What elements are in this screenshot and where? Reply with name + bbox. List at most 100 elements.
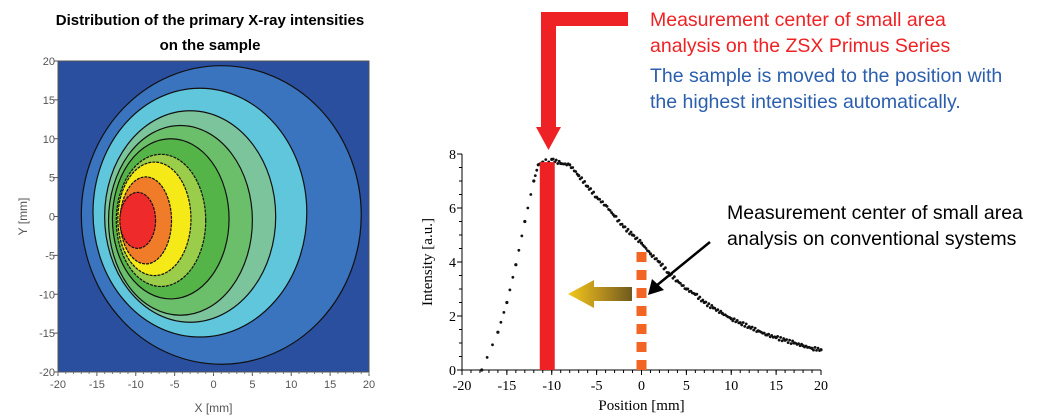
data-point xyxy=(523,219,527,224)
data-point xyxy=(797,342,800,346)
data-point xyxy=(655,257,658,260)
data-point xyxy=(776,335,780,338)
data-point xyxy=(614,214,618,218)
data-point xyxy=(674,279,678,283)
conventional-annotation-line-2: analysis on conventional systems xyxy=(727,228,1017,250)
conventional-pointer-line xyxy=(655,241,711,287)
conventional-pointer-arrowhead xyxy=(648,279,664,295)
data-point xyxy=(623,225,627,229)
data-point xyxy=(529,193,533,196)
y-tick-label: 4 xyxy=(449,256,456,271)
conventional-annotation: Measurement center of small area analysi… xyxy=(727,200,1023,252)
data-point xyxy=(491,343,494,347)
data-point xyxy=(695,292,699,296)
data-point xyxy=(639,241,644,245)
x-tick-label: 10 xyxy=(724,379,738,394)
data-point xyxy=(647,250,651,253)
data-point xyxy=(584,184,588,188)
x-tick-label: 20 xyxy=(814,379,828,394)
data-point xyxy=(789,342,793,346)
data-point xyxy=(648,252,653,256)
data-point xyxy=(517,248,521,252)
data-point xyxy=(574,170,578,173)
conventional-measurement-center-dash xyxy=(636,270,647,280)
data-point xyxy=(683,287,687,291)
data-point xyxy=(620,222,624,226)
contour-title-line-2: on the sample xyxy=(159,37,261,54)
y-tick-label: 20 xyxy=(43,56,55,68)
data-point xyxy=(818,349,821,352)
conventional-measurement-center-dash xyxy=(636,252,647,262)
data-point xyxy=(773,335,777,339)
data-point xyxy=(593,195,597,199)
data-point xyxy=(533,174,537,178)
x-tick-label: -5 xyxy=(591,379,603,394)
data-point xyxy=(698,295,702,299)
data-point xyxy=(728,316,732,319)
data-point xyxy=(740,323,744,327)
data-point xyxy=(602,203,606,207)
move-direction-arrow xyxy=(568,280,632,308)
data-point xyxy=(737,321,741,325)
data-point xyxy=(626,227,630,231)
data-point xyxy=(485,356,489,359)
data-point xyxy=(592,190,596,194)
conventional-measurement-center-dash xyxy=(636,288,647,298)
auto-move-annotation-line-2: the highest intensities automatically. xyxy=(650,91,961,113)
data-point xyxy=(635,236,639,240)
x-axis-label: Position [mm] xyxy=(598,398,684,414)
data-point xyxy=(692,291,696,295)
x-tick-label: 15 xyxy=(769,379,783,394)
y-tick-label: 6 xyxy=(449,202,456,217)
data-point xyxy=(511,275,515,279)
data-point xyxy=(815,349,818,352)
data-point xyxy=(731,319,735,323)
data-point xyxy=(598,197,602,201)
conventional-measurement-center-dash xyxy=(636,306,647,316)
data-point xyxy=(710,303,714,307)
data-point xyxy=(741,321,745,324)
y-tick-label: 8 xyxy=(449,148,456,163)
x-tick-label: -20 xyxy=(453,379,472,394)
data-point xyxy=(788,338,791,342)
data-point xyxy=(566,162,570,166)
contour-plot xyxy=(58,61,369,372)
y-tick-label: 0 xyxy=(449,364,456,379)
data-point xyxy=(764,333,768,337)
data-point xyxy=(813,346,817,349)
data-point xyxy=(644,246,648,250)
contour-title-line-1: Distribution of the primary X-ray intens… xyxy=(55,12,365,29)
data-point xyxy=(785,338,788,341)
zsx-annotation-line-2: analysis on the ZSX Primus Series xyxy=(650,35,951,57)
x-tick-label: 10 xyxy=(285,379,297,391)
x-tick-label: 15 xyxy=(324,379,336,391)
data-point xyxy=(526,206,530,210)
data-point xyxy=(809,346,812,350)
data-point xyxy=(673,275,676,279)
x-tick-label: -10 xyxy=(542,379,561,394)
data-point xyxy=(571,166,575,169)
data-point xyxy=(755,330,759,334)
data-point xyxy=(707,302,711,306)
data-point xyxy=(556,162,560,165)
contour-title: Distribution of the primary X-ray intens… xyxy=(0,8,420,58)
y-tick-label: -5 xyxy=(45,250,55,262)
data-point xyxy=(661,262,664,266)
data-point xyxy=(589,187,593,190)
data-point xyxy=(746,326,750,330)
data-point xyxy=(704,300,708,304)
data-point xyxy=(532,179,536,183)
data-point xyxy=(508,288,512,292)
x-tick-label: 0 xyxy=(638,379,645,394)
zsx-annotation: Measurement center of small area analysi… xyxy=(650,7,950,59)
x-axis-label: X [mm] xyxy=(195,401,233,415)
data-point xyxy=(605,204,609,208)
data-point xyxy=(719,309,723,313)
y-tick-label: -10 xyxy=(39,289,55,301)
x-tick-label: -15 xyxy=(89,379,105,391)
data-point xyxy=(708,306,712,310)
data-point xyxy=(678,281,682,285)
data-point xyxy=(551,157,555,161)
contour-level-9 xyxy=(119,191,157,249)
